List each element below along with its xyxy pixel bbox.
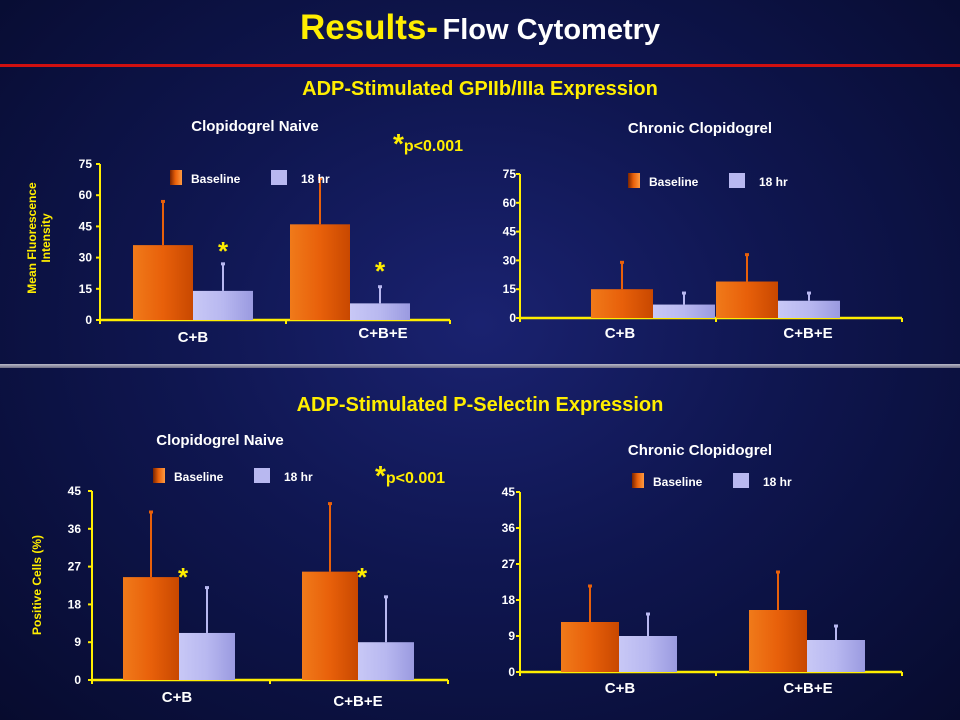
y-tick-label: 9	[74, 635, 81, 649]
y-tick-label: 60	[503, 196, 517, 210]
bar-18hr	[807, 640, 865, 672]
legend-label-baseline: Baseline	[191, 172, 241, 186]
p-value-text: p<0.001	[385, 470, 446, 487]
x-category-label: C+B	[162, 689, 193, 706]
y-tick-label: 0	[509, 311, 516, 325]
bar-18hr	[358, 642, 414, 680]
y-tick-label: 60	[79, 188, 93, 202]
p-value-star: *	[375, 460, 386, 491]
legend-swatch-18hr	[271, 170, 287, 185]
y-tick-label: 45	[68, 484, 82, 498]
x-category-label: C+B+E	[783, 325, 832, 342]
y-tick-label: 0	[85, 313, 92, 327]
bar-baseline	[561, 622, 619, 672]
section-title-pselectin: ADP-Stimulated P-Selectin Expression	[296, 394, 664, 416]
bar-18hr	[653, 304, 715, 318]
bar-18hr	[193, 290, 253, 320]
legend-swatch-18hr	[729, 173, 745, 188]
y-tick-label: 30	[79, 251, 93, 265]
significance-star: *	[375, 256, 386, 286]
y-tick-label: 18	[68, 597, 82, 611]
legend-label-18hr: 18 hr	[301, 172, 330, 186]
bar-baseline	[591, 289, 653, 318]
significance-star: *	[178, 562, 189, 592]
y-tick-label: 9	[508, 629, 515, 643]
bar-baseline	[716, 281, 778, 318]
y-tick-label: 27	[68, 560, 82, 574]
legend-swatch-baseline	[153, 468, 165, 483]
chart-title-gp-naive: Clopidogrel Naive	[191, 118, 319, 135]
bar-18hr	[778, 300, 840, 318]
y-tick-label: 0	[74, 673, 81, 687]
section-divider	[0, 364, 960, 368]
bar-18hr	[350, 303, 410, 320]
bar-baseline	[123, 577, 179, 680]
y-tick-label: 45	[79, 219, 93, 233]
x-category-label: C+B	[605, 325, 636, 342]
chart-title-ps-chronic: Chronic Clopidogrel	[627, 442, 773, 459]
section-title-gpiib: ADP-Stimulated GPIIb/IIIa Expression	[302, 78, 658, 100]
significance-star: *	[357, 562, 368, 592]
slide-title-sub: Flow Cytometry	[442, 14, 661, 46]
chart-title-ps-naive: Clopidogrel Naive	[156, 432, 284, 449]
p-value-top: *p<0.001	[393, 122, 464, 159]
y-tick-label: 36	[502, 521, 516, 535]
legend-label-baseline: Baseline	[649, 175, 699, 189]
p-value-bottom: *p<0.001	[375, 454, 446, 491]
title-divider	[0, 64, 960, 67]
legend-label-baseline: Baseline	[653, 475, 703, 489]
y-tick-label: 27	[502, 557, 516, 571]
bar-baseline	[302, 571, 358, 680]
y-tick-label: 18	[502, 593, 516, 607]
bar-baseline	[290, 224, 350, 320]
bar-18hr	[619, 636, 677, 672]
significance-star: *	[218, 236, 229, 266]
bar-18hr	[179, 632, 235, 680]
legend-swatch-baseline	[628, 173, 640, 188]
slide-title: Results- Flow Cytometry	[0, 8, 960, 48]
y-tick-label: 75	[79, 157, 93, 171]
y-tick-label: 30	[503, 253, 517, 267]
y-tick-label: 45	[503, 225, 517, 239]
bar-baseline	[133, 245, 193, 320]
legend-label-18hr: 18 hr	[763, 475, 792, 489]
x-category-label: C+B	[605, 680, 636, 697]
x-category-label: C+B+E	[333, 693, 382, 710]
chart-title-gp-chronic: Chronic Clopidogrel	[627, 120, 773, 137]
y-tick-label: 0	[508, 665, 515, 679]
x-category-label: C+B+E	[783, 680, 832, 697]
legend-swatch-18hr	[733, 473, 749, 488]
y-tick-label: 15	[79, 282, 93, 296]
legend-swatch-18hr	[254, 468, 270, 483]
legend-label-18hr: 18 hr	[284, 470, 313, 484]
y-tick-label: 36	[68, 522, 82, 536]
p-value-text: p<0.001	[403, 138, 464, 155]
y-tick-label: 45	[502, 485, 516, 499]
legend-label-baseline: Baseline	[174, 470, 224, 484]
p-value-star: *	[393, 128, 404, 159]
legend-label-18hr: 18 hr	[759, 175, 788, 189]
slide-title-main: Results-	[299, 8, 439, 47]
x-category-label: C+B+E	[358, 325, 407, 342]
x-category-label: C+B	[178, 329, 209, 346]
legend-swatch-baseline	[170, 170, 182, 185]
bar-baseline	[749, 610, 807, 672]
legend-swatch-baseline	[632, 473, 644, 488]
y-tick-label: 15	[503, 282, 517, 296]
y-tick-label: 75	[503, 167, 517, 181]
